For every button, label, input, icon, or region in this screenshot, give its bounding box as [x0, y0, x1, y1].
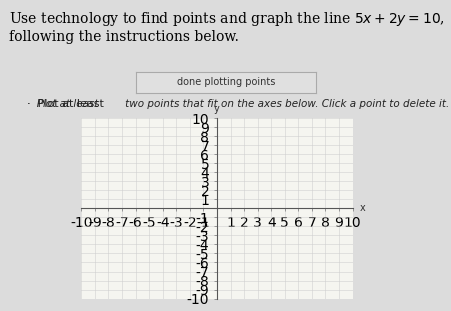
Text: ·  Plot at least: · Plot at least — [27, 99, 107, 109]
Text: done plotting points: done plotting points — [176, 77, 275, 87]
Text: ·  Plot at least            two points that fit on the axes below. Click a point: · Plot at least two points that fit on t… — [27, 99, 448, 109]
Text: y: y — [214, 104, 219, 114]
Text: x: x — [359, 203, 364, 213]
Text: Use technology to find points and graph the line $5x + 2y = 10$, following the i: Use technology to find points and graph … — [9, 10, 444, 44]
